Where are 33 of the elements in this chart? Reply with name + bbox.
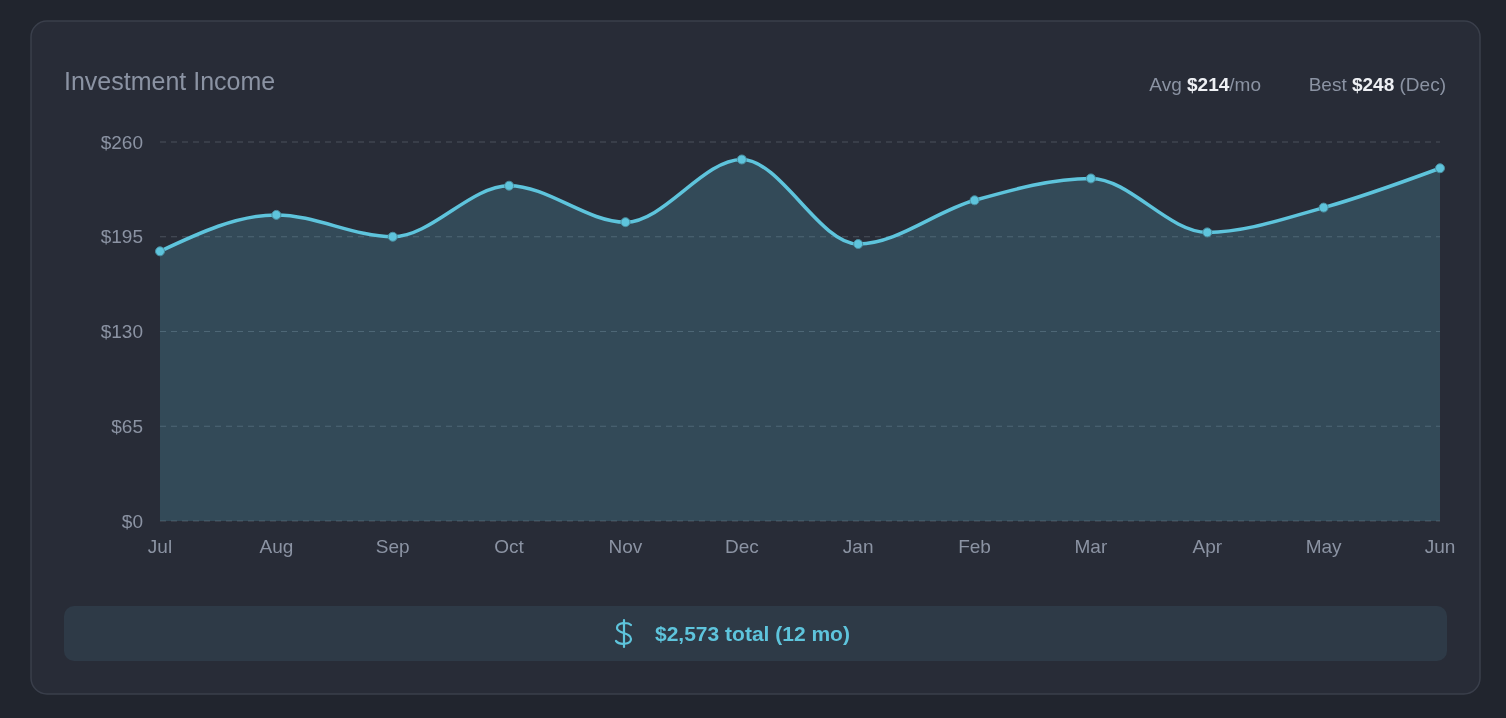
point — [1202, 227, 1213, 238]
y-tick-label: $65 — [111, 415, 143, 437]
chart-title: Investment Income — [64, 67, 276, 95]
x-tick-label: Oct — [494, 536, 525, 557]
point — [1085, 173, 1096, 184]
point — [969, 195, 980, 206]
y-tick-label: $260 — [100, 131, 143, 153]
x-tick-label: Apr — [1192, 536, 1223, 557]
text: Best $248 (Dec) — [1308, 74, 1446, 95]
point — [853, 239, 864, 250]
x-tick-label: Mar — [1074, 536, 1108, 557]
point — [1435, 163, 1445, 174]
x-tick-label: May — [1305, 536, 1343, 557]
x-tick-label: Jul — [147, 536, 173, 557]
text: $2,573 total (12 mo) — [655, 622, 850, 645]
x-tick-label: Sep — [375, 536, 410, 557]
x-tick-label: Jun — [1424, 536, 1456, 557]
point — [620, 217, 631, 228]
x-tick-label: Aug — [259, 536, 294, 557]
x-tick-label: Nov — [608, 536, 643, 557]
y-tick-label: $130 — [100, 321, 143, 343]
point — [155, 246, 165, 257]
point — [271, 209, 282, 220]
y-tick-label: $0 — [121, 510, 143, 532]
point — [1318, 202, 1329, 213]
text: Avg $214/mo — [1149, 74, 1261, 95]
x-tick-label: Feb — [958, 536, 991, 557]
x-tick-label: Jan — [842, 536, 874, 557]
point — [504, 180, 515, 191]
point — [736, 154, 747, 165]
x-tick-label: Dec — [724, 536, 759, 557]
y-tick-label: $195 — [100, 226, 143, 248]
point — [387, 231, 398, 242]
